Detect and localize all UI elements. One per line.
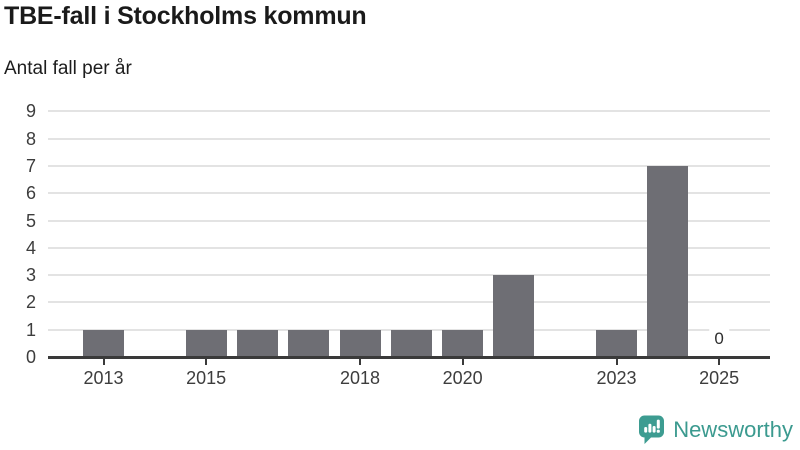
x-axis-tick-label: 2015 [186, 368, 227, 388]
newsworthy-logo-icon [639, 415, 665, 444]
bar [647, 165, 689, 357]
x-axis-tick-label: 2023 [596, 368, 637, 388]
x-axis-tick-mark [359, 359, 361, 365]
x-axis-tick-mark [615, 359, 618, 365]
y-axis-tick-label: 2 [25, 292, 36, 313]
y-axis-tick-label: 5 [25, 210, 36, 231]
bar [442, 329, 484, 357]
y-axis-tick-label: 1 [25, 319, 36, 340]
gridline [48, 301, 770, 304]
x-axis-tick-label: 2025 [699, 368, 740, 388]
bar [596, 329, 637, 357]
gridline [48, 219, 770, 222]
x-axis-line [48, 356, 770, 359]
x-axis-tick-label: 2020 [442, 368, 483, 388]
y-axis-tick-label: 0 [25, 347, 36, 367]
y-axis-tick-label: 4 [25, 237, 36, 258]
gridline [48, 246, 770, 249]
y-axis-tick-label: 6 [25, 183, 36, 204]
bar [339, 329, 381, 357]
x-axis-tick-mark [205, 359, 208, 365]
y-axis-tick-label: 3 [25, 265, 36, 286]
y-axis-tick-label: 8 [25, 128, 36, 149]
newsworthy-logo: Newsworthy [637, 414, 793, 445]
y-axis-tick-label: 7 [25, 155, 36, 176]
x-axis-tick-label: 2013 [83, 368, 124, 388]
chart-subtitle: Antal fall per år [4, 58, 132, 79]
gridline [48, 192, 770, 195]
value-label: 0 [709, 329, 729, 349]
x-axis-tick-mark [718, 359, 721, 365]
x-axis-tick-label: 2018 [339, 368, 381, 388]
bar [185, 329, 227, 357]
x-axis-tick-mark [102, 359, 105, 365]
gridline [48, 274, 770, 277]
bar [236, 329, 278, 357]
x-axis-tick-mark [461, 359, 464, 365]
y-axis-tick-label: 9 [25, 101, 36, 122]
newsworthy-wordmark: Newsworthy [673, 416, 793, 442]
bar [288, 329, 330, 357]
bar [83, 329, 124, 357]
gridline [48, 110, 770, 113]
chart-title: TBE-fall i Stockholms kommun [4, 2, 367, 30]
bar [390, 329, 432, 357]
gridline [48, 137, 770, 140]
bar [493, 275, 535, 357]
gridline [48, 164, 770, 167]
